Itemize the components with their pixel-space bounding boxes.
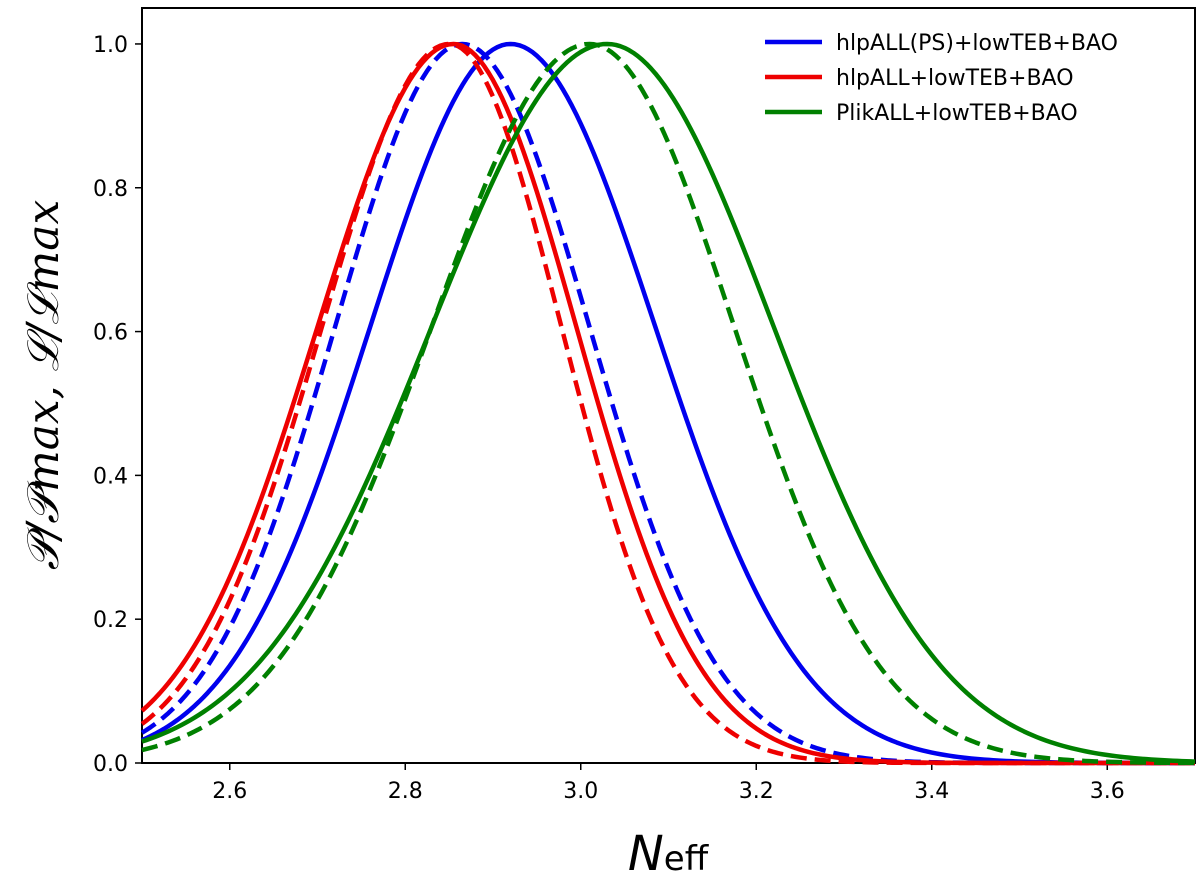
y-tick-label: 0.2 xyxy=(93,608,128,633)
y-tick-label: 0.4 xyxy=(93,464,128,489)
x-tick-label: 2.6 xyxy=(212,779,247,804)
series-line-dashed-5 xyxy=(141,41,1196,766)
plot-frame xyxy=(141,7,1196,764)
x-tick-label: 3.4 xyxy=(914,779,949,804)
legend-label: hlpALL(PS)+lowTEB+BAO xyxy=(836,31,1118,56)
y-axis-label: 𝒫/𝒫max, ℒ/ℒmax xyxy=(18,200,69,571)
x-tick-label: 3.0 xyxy=(563,779,598,804)
legend-label: hlpALL+lowTEB+BAO xyxy=(836,66,1074,91)
series-line-dashed-3 xyxy=(140,41,1195,766)
y-tick-label: 1.0 xyxy=(93,33,128,58)
x-tick-label: 2.8 xyxy=(388,779,423,804)
y-tick-label: 0.6 xyxy=(93,321,128,346)
curves xyxy=(140,41,1196,766)
y-tick-label: 0.0 xyxy=(93,752,128,777)
series-line-dashed-1 xyxy=(140,41,1195,766)
x-tick-label: 3.2 xyxy=(739,779,774,804)
y-tick-label: 0.8 xyxy=(93,177,128,202)
legend-label: PlikALL+lowTEB+BAO xyxy=(836,101,1078,126)
x-axis-label: Neff xyxy=(628,826,710,882)
series-line-solid-4 xyxy=(141,41,1196,764)
axis-ticks: 2.6 2.8 3.0 3.2 3.4 3.6 0.0 0.2 0.4 0.6 0.8 1.0 xyxy=(93,33,1125,804)
legend: hlpALL(PS)+lowTEB+BAO hlpALL+lowTEB+BAO Pl… xyxy=(765,31,1118,126)
x-axis-label-main: N xyxy=(628,826,664,882)
x-tick-label: 3.6 xyxy=(1090,779,1125,804)
x-axis-label-sub: eff xyxy=(664,839,710,879)
